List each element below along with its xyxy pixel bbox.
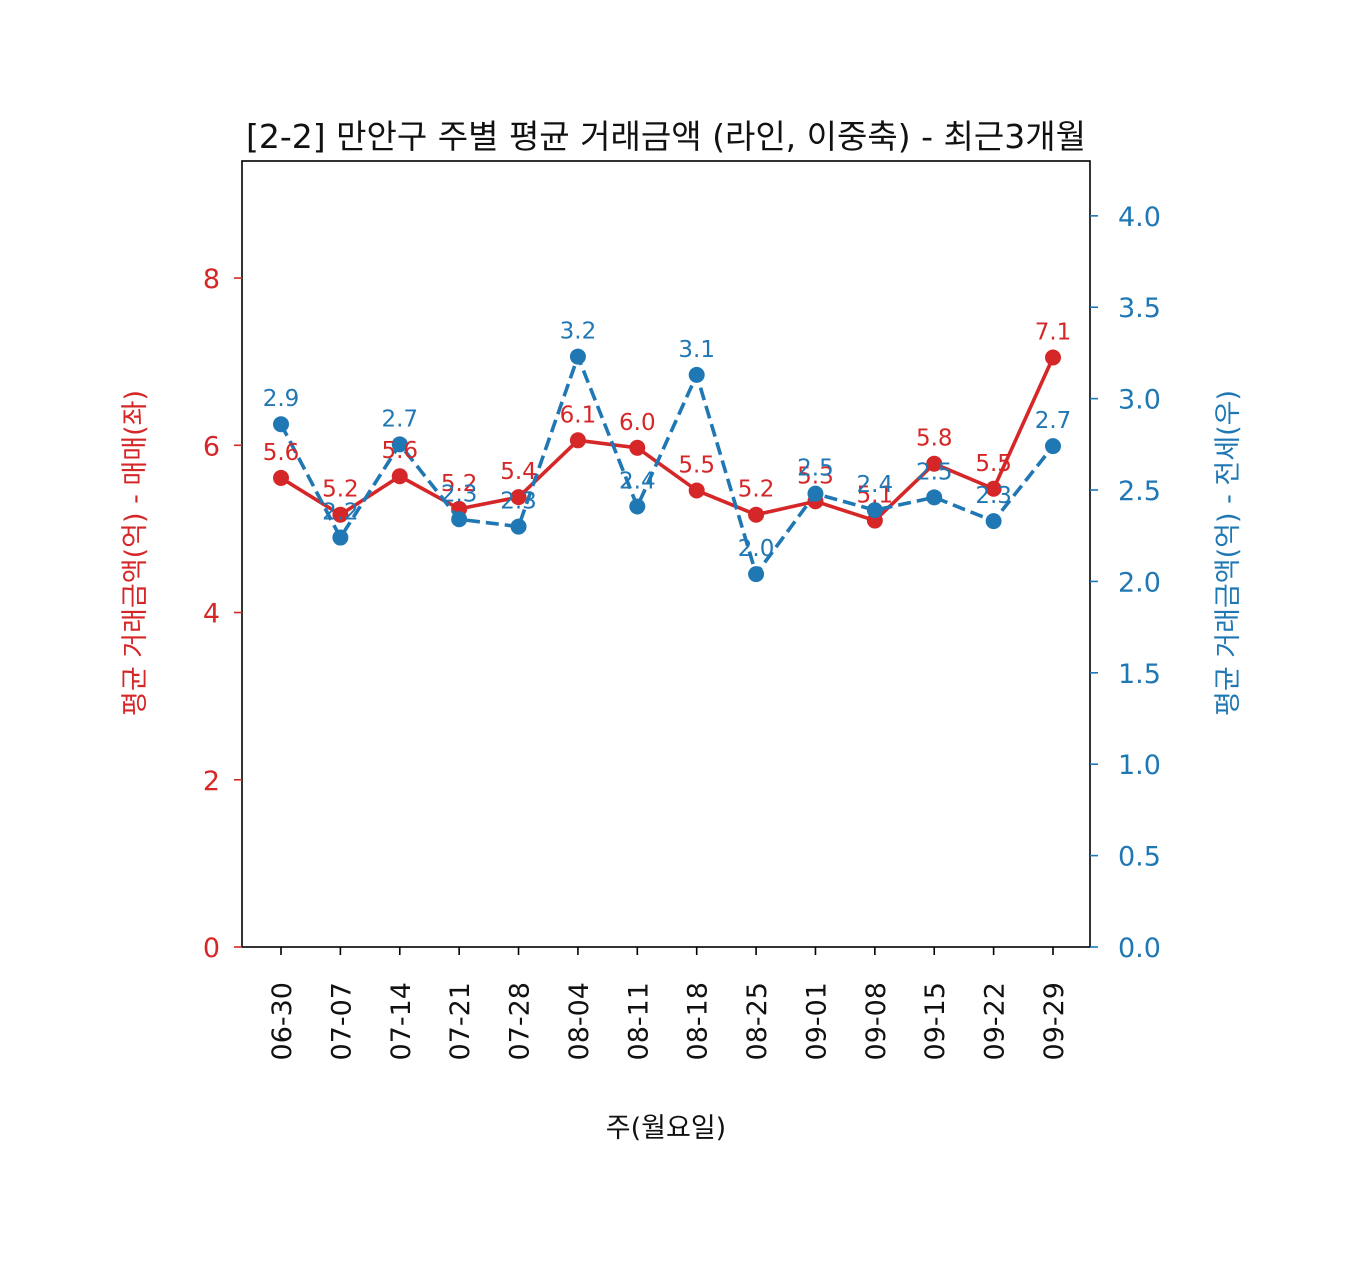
point-right bbox=[985, 513, 1002, 530]
point-right bbox=[866, 502, 883, 519]
x-tick-label: 06-30 bbox=[267, 982, 298, 1060]
data-label-right: 2.3 bbox=[500, 489, 537, 515]
data-label-left: 5.4 bbox=[500, 459, 537, 485]
x-tick-label: 09-08 bbox=[861, 982, 892, 1060]
data-label-left: 5.6 bbox=[381, 438, 418, 464]
data-label-left: 5.2 bbox=[441, 471, 478, 497]
data-label-right: 2.5 bbox=[797, 456, 834, 482]
x-tick-label: 08-04 bbox=[564, 982, 595, 1060]
point-left bbox=[1045, 349, 1061, 366]
x-tick-label: 09-01 bbox=[801, 982, 832, 1060]
point-right bbox=[332, 529, 349, 546]
point-right bbox=[510, 518, 527, 535]
point-left bbox=[569, 432, 586, 449]
point-left bbox=[748, 506, 765, 523]
data-label-left: 7.1 bbox=[1035, 320, 1072, 346]
x-tick-label: 08-11 bbox=[623, 982, 654, 1060]
point-left bbox=[629, 439, 646, 456]
y-left-tick-label: 0 bbox=[203, 933, 220, 964]
x-tick-label: 07-07 bbox=[326, 982, 357, 1060]
data-label-left: 6.1 bbox=[560, 402, 597, 428]
y-right-tick-label: 2.0 bbox=[1118, 567, 1161, 598]
x-tick-label: 07-21 bbox=[445, 982, 476, 1060]
x-tick-label: 09-22 bbox=[980, 982, 1011, 1060]
data-label-left: 5.5 bbox=[975, 451, 1012, 477]
point-left bbox=[926, 455, 943, 472]
data-label-right: 2.3 bbox=[975, 483, 1012, 509]
point-right bbox=[569, 348, 586, 365]
data-label-right: 2.5 bbox=[916, 459, 953, 485]
y-right-tick-label: 1.0 bbox=[1118, 750, 1161, 781]
y-axis-left-label: 평균 거래금액(억) - 매매(좌) bbox=[120, 390, 151, 716]
x-axis-label: 주(월요일) bbox=[606, 1113, 726, 1144]
x-tick-label: 08-25 bbox=[742, 982, 773, 1060]
data-label-left: 5.2 bbox=[738, 477, 775, 503]
x-tick-label: 09-15 bbox=[920, 982, 951, 1060]
point-left bbox=[273, 469, 289, 486]
data-label-right: 2.7 bbox=[381, 406, 418, 432]
data-label-left: 5.6 bbox=[263, 440, 300, 466]
y-axis-right-label: 평균 거래금액(억) - 전세(우) bbox=[1213, 390, 1244, 716]
y-right-tick-label: 3.0 bbox=[1118, 385, 1161, 416]
point-left bbox=[332, 506, 349, 523]
data-label-right: 2.4 bbox=[619, 468, 656, 494]
data-label-left: 5.3 bbox=[797, 463, 834, 489]
point-left bbox=[510, 489, 527, 506]
y-right-tick-label: 4.0 bbox=[1118, 202, 1161, 233]
point-right bbox=[926, 489, 943, 506]
data-label-right: 2.2 bbox=[322, 500, 359, 526]
x-tick-label: 09-29 bbox=[1039, 982, 1070, 1060]
point-left bbox=[985, 480, 1002, 497]
point-right bbox=[807, 485, 824, 502]
point-right bbox=[629, 498, 646, 515]
chart-title: [2-2] 만안구 주별 평균 거래금액 (라인, 이중축) - 최근3개월 bbox=[246, 117, 1086, 156]
series-line-right bbox=[279, 354, 1055, 576]
data-label-right: 2.4 bbox=[857, 472, 894, 498]
y-left-tick-label: 6 bbox=[203, 431, 220, 462]
point-left bbox=[688, 482, 705, 499]
data-label-right: 2.7 bbox=[1035, 408, 1072, 434]
x-tick-label: 07-14 bbox=[386, 982, 417, 1060]
x-tick-label: 07-28 bbox=[505, 982, 536, 1060]
y-right-tick-label: 3.5 bbox=[1118, 293, 1161, 324]
data-label-right: 2.0 bbox=[738, 536, 775, 562]
data-label-left: 5.8 bbox=[916, 426, 953, 452]
data-label-right: 3.1 bbox=[678, 337, 715, 363]
point-right bbox=[273, 416, 289, 433]
data-label-right: 2.3 bbox=[441, 481, 478, 507]
data-label-right: 2.9 bbox=[263, 386, 300, 412]
point-right bbox=[688, 366, 705, 383]
x-tick-label: 08-18 bbox=[683, 982, 714, 1060]
y-left-tick-label: 2 bbox=[203, 766, 220, 797]
point-right bbox=[451, 511, 468, 528]
point-left bbox=[391, 468, 408, 485]
series-line-left bbox=[280, 356, 1055, 523]
y-left-tick-label: 8 bbox=[203, 264, 220, 295]
data-label-left: 6.0 bbox=[619, 410, 656, 436]
y-right-tick-label: 2.5 bbox=[1118, 476, 1161, 507]
data-label-right: 3.2 bbox=[560, 319, 597, 345]
point-right bbox=[1045, 438, 1061, 455]
y-left-tick-label: 4 bbox=[203, 599, 220, 630]
point-right bbox=[391, 436, 408, 453]
data-label-left: 5.5 bbox=[678, 452, 715, 478]
plot-frame bbox=[241, 160, 1091, 948]
y-right-tick-label: 1.5 bbox=[1118, 659, 1161, 690]
y-right-tick-label: 0.0 bbox=[1118, 933, 1161, 964]
data-label-left: 5.1 bbox=[857, 483, 894, 509]
data-label-left: 5.2 bbox=[322, 477, 359, 503]
y-right-tick-label: 0.5 bbox=[1118, 842, 1161, 873]
point-right bbox=[748, 566, 765, 583]
